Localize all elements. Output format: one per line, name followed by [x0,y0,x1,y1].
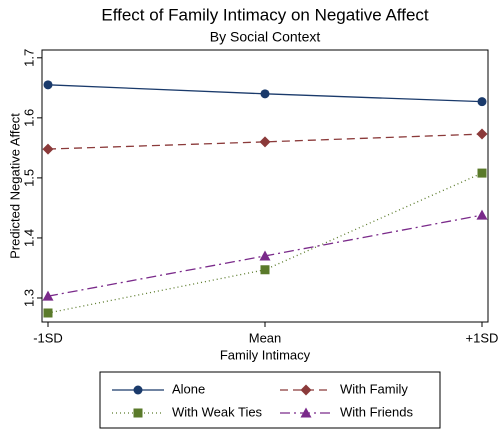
y-tick-label: 1.3 [21,289,36,307]
chart-title: Effect of Family Intimacy on Negative Af… [101,5,429,24]
x-tick-label: Mean [249,330,282,345]
marker [476,128,488,140]
y-tick-label: 1.4 [21,229,36,247]
legend-label: With Friends [340,404,413,419]
legend-marker [133,408,143,418]
marker [259,136,271,148]
y-tick-label: 1.5 [21,169,36,187]
y-axis-label: Predicted Negative Affect [7,113,22,259]
marker [43,308,53,318]
marker [43,80,53,90]
x-tick-label: -1SD [33,330,63,345]
marker [42,143,54,155]
legend-label: With Family [340,381,408,396]
marker [260,265,270,275]
marker [476,209,488,220]
marker [260,89,270,99]
marker [42,290,54,301]
legend-label: With Weak Ties [172,404,263,419]
x-tick-label: +1SD [466,330,499,345]
marker [477,97,487,107]
series-line [47,172,483,314]
legend-marker [300,384,312,396]
chart-subtitle: By Social Context [210,29,321,45]
legend-label: Alone [172,381,205,396]
marker [477,168,487,178]
legend-marker [133,385,143,395]
series-line [47,133,483,150]
marker [259,250,271,261]
x-axis-label: Family Intimacy [220,347,311,362]
y-tick-label: 1.6 [21,109,36,127]
legend-marker [300,407,312,418]
y-tick-label: 1.7 [21,49,36,67]
legend-box [99,371,441,429]
